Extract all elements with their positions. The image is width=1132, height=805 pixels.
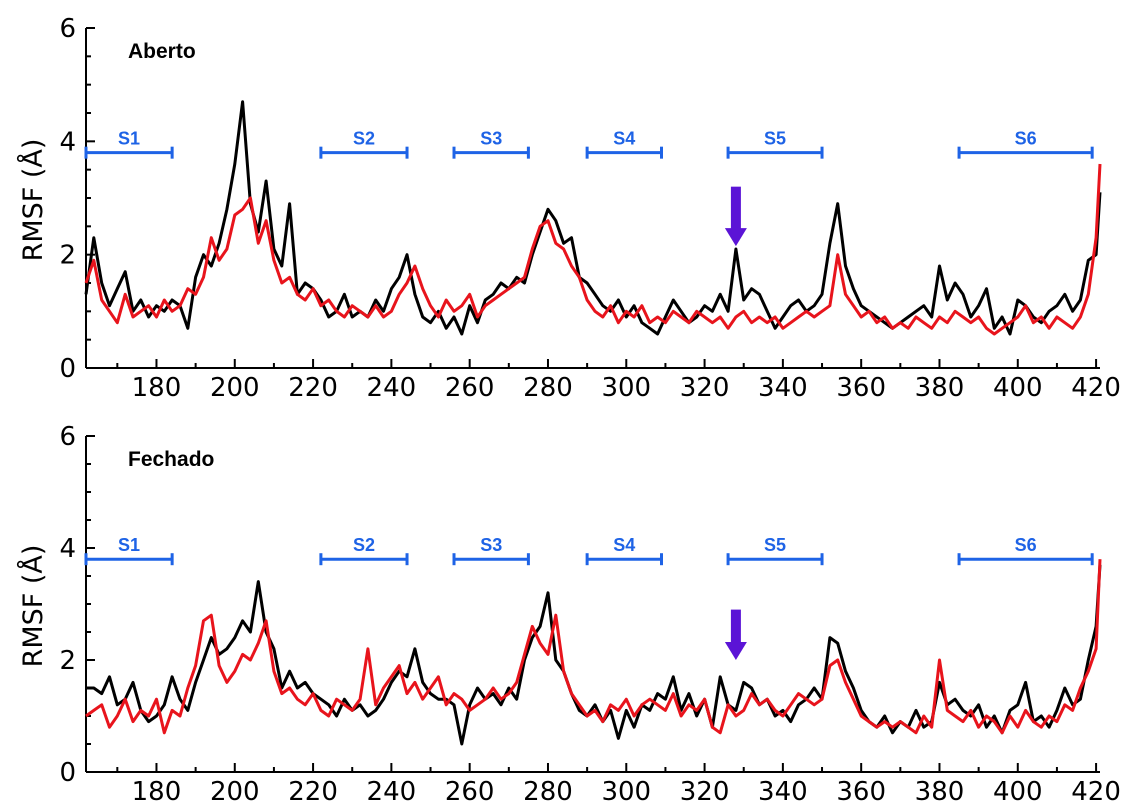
segment-label: S3 <box>480 535 502 555</box>
series-line-black <box>86 564 1102 746</box>
segment-label: S1 <box>118 535 140 555</box>
x-tick-label: 180 <box>132 777 182 805</box>
segment-s2: S2 <box>319 535 409 566</box>
segment-s1: S1 <box>84 129 174 159</box>
x-tick-label: 240 <box>367 373 417 403</box>
segment-label: S5 <box>764 535 786 555</box>
segment-s2: S2 <box>319 129 409 159</box>
segment-s5: S5 <box>726 535 824 566</box>
x-tick-label: 320 <box>680 373 730 403</box>
x-tick-label: 280 <box>523 777 573 805</box>
segment-s1: S1 <box>84 535 174 566</box>
x-tick-label: 180 <box>132 373 182 403</box>
series-line-black <box>84 100 1102 336</box>
y-tick-label: 6 <box>59 14 76 44</box>
x-tick-label: 340 <box>758 373 808 403</box>
x-tick-label: 280 <box>523 373 573 403</box>
segment-s3: S3 <box>452 129 530 159</box>
segment-s4: S4 <box>585 129 664 159</box>
y-tick-label: 2 <box>59 241 76 271</box>
y-tick-label: 2 <box>59 646 76 676</box>
arrow-shaft <box>730 186 741 233</box>
segment-label: S2 <box>353 535 375 555</box>
panel-2: 0 2 4 6 180 200 220 240 260 280 300 320 340 360 380 400… <box>17 422 1121 805</box>
x-tick-label: 400 <box>993 373 1043 403</box>
segment-label: S4 <box>613 129 635 149</box>
series-line-red <box>85 559 1102 735</box>
y-tick-label: 0 <box>59 758 76 788</box>
x-tick-label: 240 <box>367 777 417 805</box>
panel-title: Fechado <box>128 448 214 471</box>
segment-s6: S6 <box>957 129 1094 159</box>
x-tick-label: 260 <box>445 777 495 805</box>
x-tick-label: 380 <box>915 373 965 403</box>
series-line-red <box>84 163 1102 336</box>
segment-label: S6 <box>1015 535 1037 555</box>
segment-label: S3 <box>480 129 502 149</box>
y-tick-label: 6 <box>59 422 76 452</box>
x-tick-label: 420 <box>1071 373 1121 403</box>
panel-title: Aberto <box>128 40 196 63</box>
segment-label: S1 <box>118 129 140 149</box>
arrow-head <box>724 642 747 660</box>
segment-s3: S3 <box>452 535 530 566</box>
segment-label: S6 <box>1015 129 1037 149</box>
x-tick-label: 200 <box>210 373 260 403</box>
arrow-head <box>724 228 747 247</box>
x-tick-label: 340 <box>758 777 808 805</box>
x-tick-label: 220 <box>288 777 338 805</box>
x-tick-label: 320 <box>680 777 730 805</box>
segment-label: S4 <box>613 535 635 555</box>
x-tick-label: 360 <box>836 373 886 403</box>
y-axis-label: RMSF (Å) <box>17 139 49 262</box>
x-tick-label: 220 <box>288 373 338 403</box>
y-axis-label: RMSF (Å) <box>17 545 49 668</box>
x-tick-label: 380 <box>915 777 965 805</box>
arrow-marker <box>724 186 747 247</box>
arrow-shaft <box>730 609 741 646</box>
y-tick-label: 4 <box>59 534 76 564</box>
segment-label: S2 <box>353 129 375 149</box>
y-tick-label: 0 <box>59 354 76 384</box>
panel-1: 0 2 4 6 180 200 220 240 260 280 300 320 340 360 380 400… <box>17 14 1121 403</box>
segment-s6: S6 <box>957 535 1094 566</box>
x-tick-label: 360 <box>836 777 886 805</box>
y-tick-label: 4 <box>59 127 76 157</box>
segment-s5: S5 <box>726 129 824 159</box>
x-tick-label: 260 <box>445 373 495 403</box>
arrow-marker <box>724 609 747 660</box>
segment-s4: S4 <box>585 535 664 566</box>
x-tick-label: 300 <box>601 777 651 805</box>
x-tick-label: 200 <box>210 777 260 805</box>
x-tick-label: 420 <box>1071 777 1121 805</box>
segment-label: S5 <box>764 129 786 149</box>
x-tick-label: 400 <box>993 777 1043 805</box>
x-tick-label: 300 <box>601 373 651 403</box>
